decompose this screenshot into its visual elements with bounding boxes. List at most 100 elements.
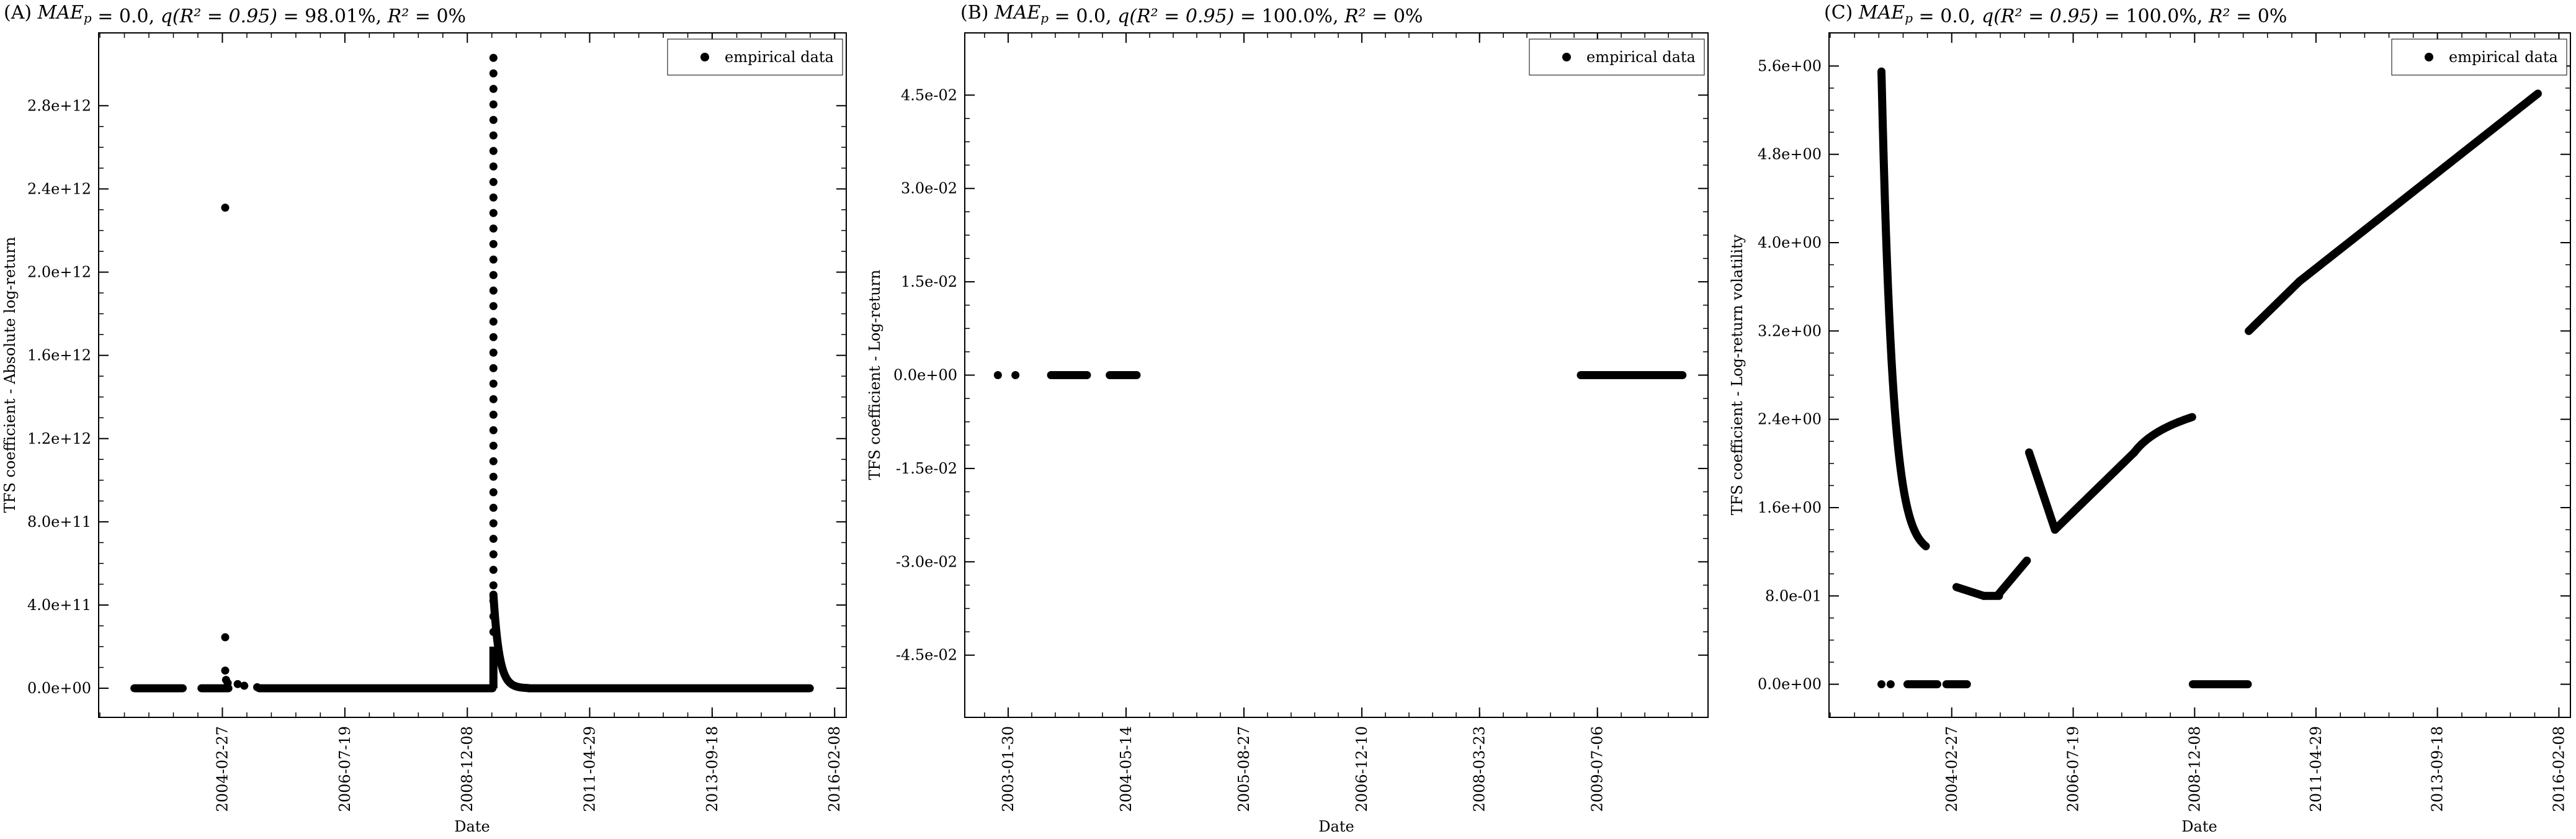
panel-a-data-point [489,426,498,434]
panel-a-data-point [489,177,498,186]
panel-c-x-axis-label: Date [2181,818,2217,835]
panel-c-y-tick-label: 1.6e+00 [1758,499,1822,516]
panel-c-y-tick-label: 4.0e+00 [1758,234,1822,251]
panel-a-data-point [221,204,230,212]
panel-a-data-point [221,666,230,675]
panel-a-data-point [489,410,498,419]
panel-b-y-tick-label: 1.5e-02 [901,273,957,290]
panel-a-ticks: 0.0e+00 4.0e+11 8.0e+11 1.2e+12 1.6e+12 2.0e+… [27,33,846,812]
panel-a-data-point [233,680,242,688]
panel-b-y-tick-label: 0.0e+00 [893,367,957,384]
panel-c-data-curve [2130,413,2196,457]
panel-b-y-tick-label: -1.5e-02 [896,460,957,477]
panel-c-y-tick-label: 2.4e+00 [1758,411,1822,428]
panel-b-x-axis-label: Date [1318,818,1354,835]
panel-a-y-axis-label: TFS coefficient - Absolute log-return [1,237,19,513]
panel-a-data-point [489,84,498,93]
panel-b-x-tick-label: 2004-05-14 [1117,726,1135,812]
panel-b-x-tick-label: 2003-01-30 [1000,726,1017,812]
panel-a-data-point [240,681,249,690]
panel-a-data-point [489,193,498,202]
panel-a-y-tick-label: 2.0e+12 [27,264,91,281]
panel-c-y-tick-label: 5.6e+00 [1758,57,1822,74]
panel-a-x-tick-label: 2006-07-19 [336,726,354,812]
panel-a-data-point [489,271,498,279]
panel-c-x-tick-label: 2006-07-19 [2065,726,2082,812]
panel-a-data-point [489,302,498,310]
panel-a-data-point [489,224,498,233]
panel-b: (B) MAEp = 0.0, q(R² = 0.95) = 100.0%, R… [866,2,1709,835]
panel-a-x-tick-label: 2004-02-27 [213,726,231,812]
panel-b-data-point [1011,371,1020,379]
panel-a-data-point [221,633,230,642]
panel-a-data-point [489,364,498,372]
panel-a-markers [130,53,814,693]
panel-b-legend: empirical data [1529,38,1705,76]
panel-a-data-point [489,565,498,574]
panel-c-data-curve [1952,583,1988,600]
panel-a-data-point [489,472,498,481]
panel-c-data-curve [2051,448,2139,534]
panel-a: (A) MAEp = 0.0, q(R² = 0.95) = 98.01%, R… [1,2,847,835]
panel-b-legend-label: empirical data [1586,48,1696,66]
panel-a-data-point [489,69,498,78]
panel-b-y-tick-label: -4.5e-02 [896,647,957,664]
panel-a-data-point [489,550,498,559]
panel-a-axes-frame [98,32,847,718]
panel-a-legend-label: empirical data [725,48,834,66]
panel-b-y-tick-label: 3.0e-02 [901,180,957,197]
panel-a-data-point [489,240,498,248]
panel-c-x-tick-label: 2008-12-08 [2186,726,2203,812]
panel-a-data-decay [489,590,532,693]
panel-a-data-point [489,581,498,590]
panel-c-data-curve [2245,277,2304,335]
panel-c-x-tick-label: 2004-02-27 [1943,726,1961,812]
panel-a-data-point [489,395,498,403]
panel-b-y-tick-label: -3.0e-02 [896,553,957,570]
panel-c-y-tick-label: 8.0e-01 [1765,587,1822,604]
panel-a-data-point [489,115,498,124]
panel-a-data-point [489,441,498,450]
panel-a-x-tick-label: 2016-02-08 [826,726,843,812]
panel-a-data-point [489,317,498,326]
panel-b-title: (B) MAEp = 0.0, q(R² = 0.95) = 100.0%, R… [960,2,1423,27]
panel-b-x-tick-label: 2009-07-06 [1589,726,1606,812]
panel-a-data-point [489,379,498,388]
panel-c-y-tick-label: 0.0e+00 [1758,676,1822,693]
panel-a-y-tick-label: 8.0e+11 [27,513,91,531]
panel-c-y-axis-label: TFS coefficient - Log-return volatility [1729,234,1746,515]
panel-b-markers [993,371,1687,379]
panel-a-data-point [489,488,498,496]
panel-a-y-tick-label: 1.2e+12 [27,430,91,447]
panel-a-data-point [489,146,498,155]
panel-a-x-tick-label: 2011-04-29 [581,726,598,812]
panel-c-ticks: 0.0e+00 8.0e-01 1.6e+00 2.4e+00 3.2e+00 4.0e+… [1758,33,2570,812]
panel-a-data-point [489,209,498,217]
panel-c-markers [1877,67,2542,689]
panel-c: (C) MAEp = 0.0, q(R² = 0.95) = 100.0%, R… [1729,2,2571,835]
panel-c-data-point [1877,680,1886,689]
panel-a-title: (A) MAEp = 0.0, q(R² = 0.95) = 98.01%, R… [4,2,466,27]
panel-a-data-point [489,333,498,341]
panel-b-x-tick-label: 2006-12-10 [1353,726,1371,812]
panel-a-data-point [489,457,498,465]
panel-c-x-tick-label: 2016-02-08 [2550,726,2567,812]
panel-a-x-axis-label: Date [454,818,490,835]
panel-a-x-tick-label: 2013-09-18 [704,726,721,812]
panel-a-legend: empirical data [667,38,843,76]
panel-a-data-point [489,162,498,171]
panel-b-y-axis-label: TFS coefficient - Log-return [866,270,883,480]
panel-b-x-tick-label: 2005-08-27 [1235,726,1253,812]
panel-a-data-point [489,348,498,357]
panel-c-data-curve [1995,556,2031,598]
panel-a-y-tick-label: 1.6e+12 [27,347,91,364]
panel-b-x-tick-label: 2008-03-23 [1471,726,1488,812]
panel-c-x-tick-label: 2011-04-29 [2307,726,2325,812]
panel-c-data-curve [2295,89,2542,285]
panel-b-ticks: -4.5e-02 -3.0e-02 -1.5e-02 0.0e+00 1.5e-02 3.… [893,33,1708,812]
panel-a-data-point [489,53,498,62]
panel-c-x-tick-label: 2013-09-18 [2429,726,2446,812]
panel-c-legend: empirical data [2391,38,2567,76]
panel-a-y-tick-label: 0.0e+00 [27,680,91,697]
